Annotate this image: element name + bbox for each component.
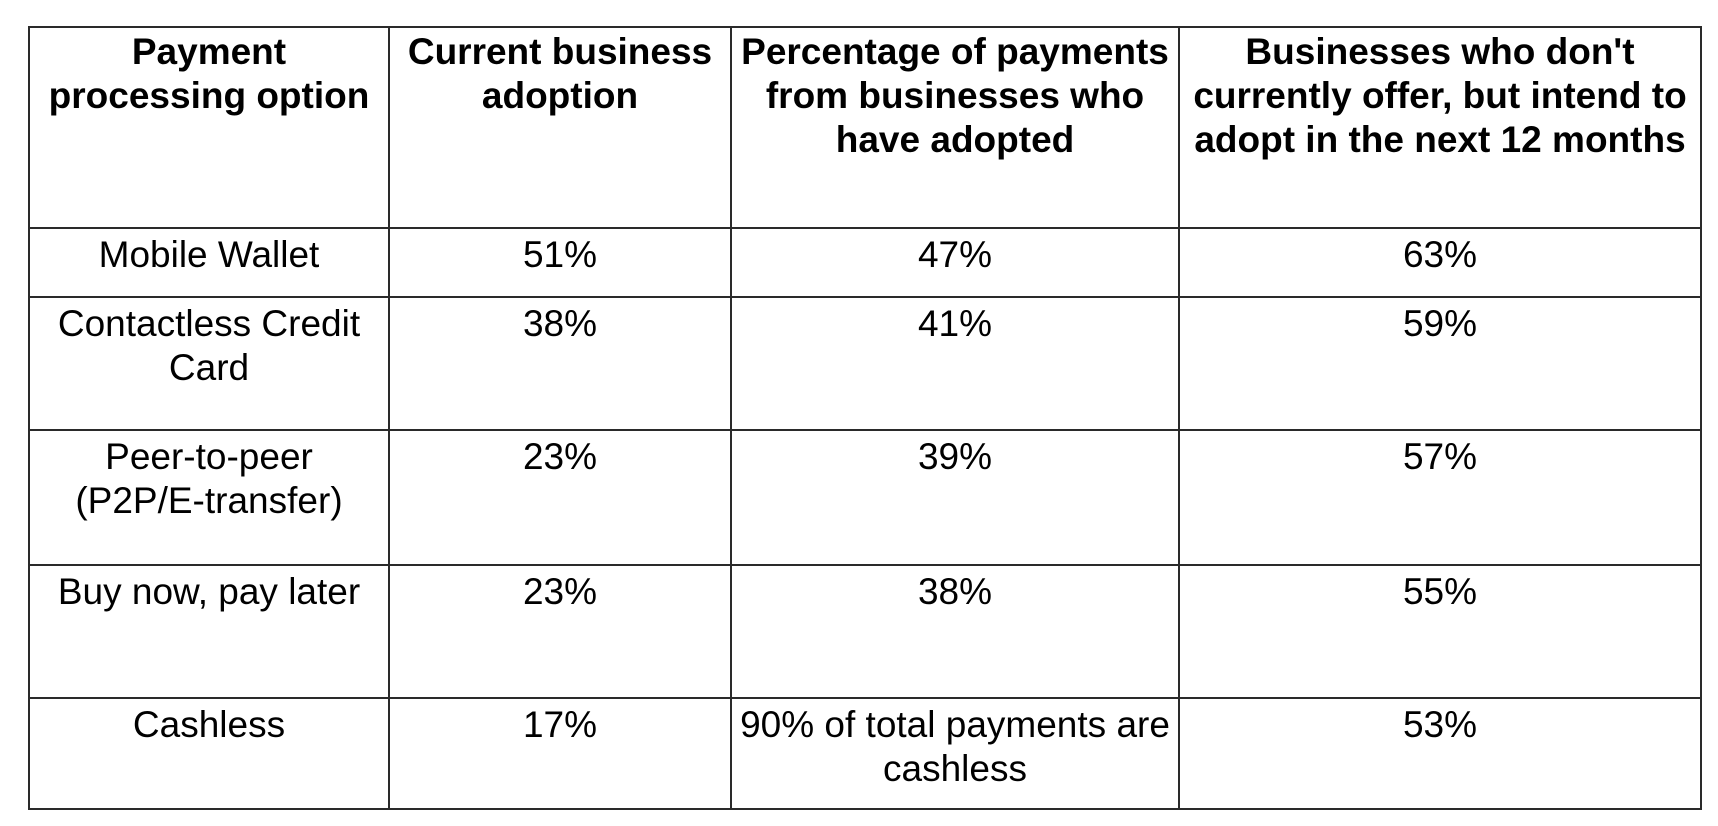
header-row: Payment processing option Current busine…	[28, 26, 1702, 229]
cell-percentage-of-payments: 39%	[730, 429, 1180, 566]
cell-percentage-of-payments: 38%	[730, 564, 1180, 699]
cell-payment-option: Mobile Wallet	[28, 227, 390, 298]
payment-options-table: Payment processing option Current busine…	[28, 26, 1702, 810]
header-intend-to-adopt: Businesses who don't currently offer, bu…	[1178, 26, 1702, 229]
cell-payment-option: Contactless Credit Card	[28, 296, 390, 431]
cell-intend-to-adopt: 63%	[1178, 227, 1702, 298]
table-row: Mobile Wallet 51% 47% 63%	[28, 227, 1702, 298]
cell-percentage-of-payments: 47%	[730, 227, 1180, 298]
cell-payment-option: Buy now, pay later	[28, 564, 390, 699]
cell-intend-to-adopt: 59%	[1178, 296, 1702, 431]
header-current-adoption: Current business adoption	[388, 26, 732, 229]
header-payment-option: Payment processing option	[28, 26, 390, 229]
cell-current-adoption: 23%	[388, 429, 732, 566]
cell-intend-to-adopt: 57%	[1178, 429, 1702, 566]
cell-percentage-of-payments: 90% of total payments are cashless	[730, 697, 1180, 810]
table-row: Peer-to-peer (P2P/E-transfer) 23% 39% 57…	[28, 429, 1702, 566]
cell-intend-to-adopt: 55%	[1178, 564, 1702, 699]
cell-current-adoption: 38%	[388, 296, 732, 431]
table-row: Contactless Credit Card 38% 41% 59%	[28, 296, 1702, 431]
header-percentage-of-payments: Percentage of payments from businesses w…	[730, 26, 1180, 229]
cell-current-adoption: 17%	[388, 697, 732, 810]
cell-current-adoption: 23%	[388, 564, 732, 699]
table-row: Buy now, pay later 23% 38% 55%	[28, 564, 1702, 699]
cell-percentage-of-payments: 41%	[730, 296, 1180, 431]
cell-payment-option: Cashless	[28, 697, 390, 810]
cell-payment-option: Peer-to-peer (P2P/E-transfer)	[28, 429, 390, 566]
cell-current-adoption: 51%	[388, 227, 732, 298]
cell-intend-to-adopt: 53%	[1178, 697, 1702, 810]
table-row: Cashless 17% 90% of total payments are c…	[28, 697, 1702, 810]
